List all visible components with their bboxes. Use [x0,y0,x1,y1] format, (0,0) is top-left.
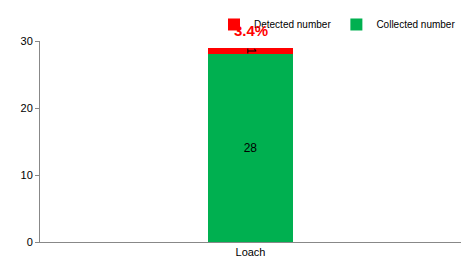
svg-text:10: 10 [21,169,33,181]
svg-text:3.4%: 3.4% [234,22,268,39]
svg-text:1: 1 [244,48,258,55]
svg-text:0: 0 [27,236,33,248]
svg-text:Collected number: Collected number [376,19,455,30]
svg-text:30: 30 [21,35,33,47]
svg-text:20: 20 [21,102,33,114]
svg-text:Detected number: Detected number [254,19,331,30]
svg-text:28: 28 [244,141,258,155]
svg-text:Loach: Loach [236,246,266,258]
